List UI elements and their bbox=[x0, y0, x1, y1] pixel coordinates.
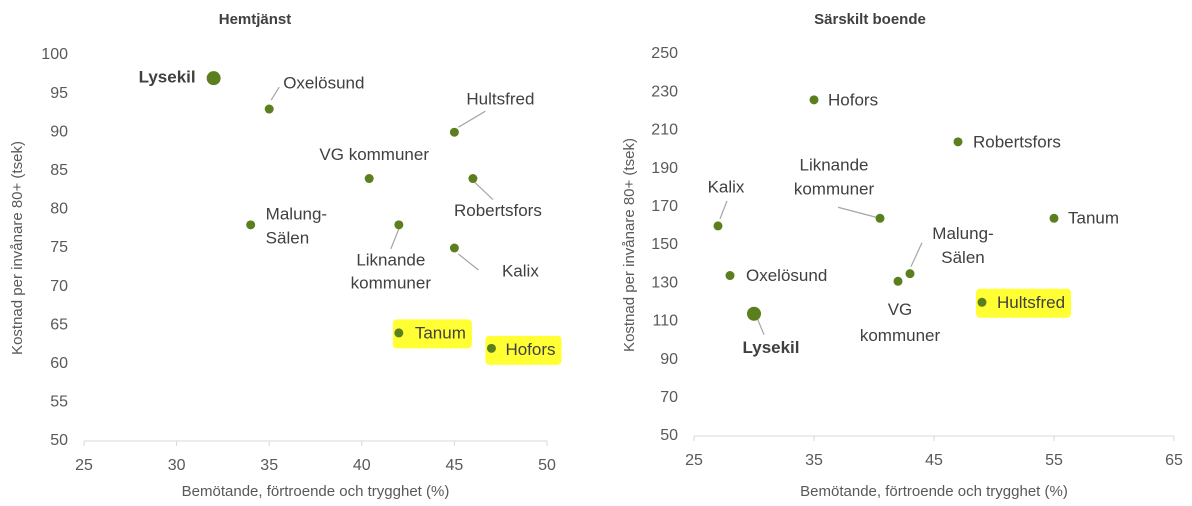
leader-line bbox=[270, 86, 280, 101]
x-axis-label: Bemötande, förtroende och trygghet (%) bbox=[800, 483, 1068, 500]
y-tick-label: 110 bbox=[652, 313, 678, 330]
x-axis-label: Bemötande, förtroende och trygghet (%) bbox=[182, 483, 450, 500]
data-point bbox=[394, 220, 404, 230]
point-label: kommuner bbox=[351, 273, 432, 292]
x-tick-label: 25 bbox=[685, 452, 703, 469]
point-label: VG kommuner bbox=[319, 145, 429, 164]
y-tick-label: 50 bbox=[50, 432, 68, 449]
x-tick-label: 65 bbox=[1165, 452, 1183, 469]
leader-line bbox=[390, 228, 400, 250]
leader-line bbox=[458, 253, 479, 271]
data-point bbox=[264, 104, 274, 114]
scatter-chart: Hemtjänst Bemötande, förtroende och trygg… bbox=[9, 11, 562, 500]
data-point bbox=[809, 95, 819, 105]
y-tick-label: 170 bbox=[651, 198, 678, 215]
y-tick-label: 100 bbox=[41, 46, 68, 63]
point-label: Kalix bbox=[708, 177, 745, 196]
point-label: Hofors bbox=[828, 90, 878, 109]
y-tick-label: 250 bbox=[651, 45, 678, 62]
point-label: Lysekil bbox=[742, 338, 799, 357]
point-label: Sälen bbox=[941, 248, 984, 267]
highlight bbox=[976, 288, 1072, 318]
data-point bbox=[725, 271, 735, 281]
data-point bbox=[1049, 213, 1059, 223]
point-label: Hofors bbox=[505, 340, 555, 359]
y-tick-label: 150 bbox=[651, 236, 678, 253]
x-tick-label: 30 bbox=[168, 457, 186, 474]
point-label: Kalix bbox=[502, 261, 539, 280]
data-point bbox=[246, 220, 256, 230]
chart-title: Hemtjänst bbox=[219, 11, 292, 28]
data-point bbox=[394, 328, 404, 338]
y-tick-label: 70 bbox=[50, 278, 68, 295]
y-tick-label: 50 bbox=[660, 427, 678, 444]
point-label: Hultsfred bbox=[466, 90, 534, 109]
x-tick-label: 45 bbox=[925, 452, 943, 469]
point-label: Liknande bbox=[356, 250, 425, 269]
data-point bbox=[905, 269, 915, 279]
point-label: kommuner bbox=[860, 326, 941, 345]
point-label: Oxelösund bbox=[746, 266, 827, 285]
x-tick-label: 35 bbox=[260, 457, 278, 474]
x-tick-label: 35 bbox=[805, 452, 823, 469]
y-tick-label: 90 bbox=[50, 123, 68, 140]
data-point bbox=[364, 174, 374, 184]
data-point bbox=[875, 213, 885, 223]
x-tick-label: 55 bbox=[1045, 452, 1063, 469]
y-tick-label: 130 bbox=[651, 274, 678, 291]
x-tick-label: 40 bbox=[353, 457, 371, 474]
leader-line bbox=[719, 200, 728, 220]
y-tick-label: 60 bbox=[50, 355, 68, 372]
data-point bbox=[206, 71, 221, 86]
point-label: Tanum bbox=[1068, 209, 1119, 228]
point-label: Sälen bbox=[266, 228, 309, 247]
data-point bbox=[486, 343, 496, 353]
y-tick-label: 90 bbox=[660, 351, 678, 368]
point-label: VG bbox=[888, 300, 913, 319]
y-tick-label: 65 bbox=[50, 316, 68, 333]
data-point bbox=[449, 127, 459, 137]
y-axis-label: Kostnad per invånare 80+ (tsek) bbox=[621, 138, 638, 352]
data-point bbox=[953, 137, 963, 147]
point-label: Lysekil bbox=[139, 68, 196, 87]
scatter-chart: Särskilt boende Bemötande, förtroende och… bbox=[621, 11, 1183, 500]
point-label: Liknande bbox=[799, 156, 868, 175]
point-label: Tanum bbox=[415, 323, 466, 342]
point-label: Malung- bbox=[932, 224, 993, 243]
y-tick-label: 80 bbox=[50, 201, 68, 218]
point-label: Hultsfred bbox=[997, 293, 1065, 312]
data-point bbox=[977, 297, 987, 307]
leader-line bbox=[458, 110, 486, 128]
highlight bbox=[485, 335, 562, 365]
data-point bbox=[468, 174, 478, 184]
y-axis-label: Kostnad per invånare 80+ (tsek) bbox=[9, 141, 26, 355]
point-label: kommuner bbox=[794, 180, 875, 199]
data-point bbox=[893, 276, 903, 286]
x-tick-label: 45 bbox=[446, 457, 464, 474]
leader-line bbox=[474, 182, 494, 200]
x-tick-label: 25 bbox=[75, 457, 93, 474]
y-tick-label: 85 bbox=[50, 162, 68, 179]
data-point bbox=[449, 243, 459, 253]
leader-line bbox=[910, 242, 923, 267]
data-point bbox=[713, 221, 723, 231]
leader-line bbox=[837, 206, 877, 218]
data-point bbox=[747, 306, 761, 321]
y-tick-label: 70 bbox=[660, 389, 678, 406]
y-tick-label: 55 bbox=[50, 394, 68, 411]
leader-line bbox=[756, 317, 765, 335]
point-label: Malung- bbox=[266, 204, 327, 223]
y-tick-label: 75 bbox=[50, 239, 68, 256]
y-tick-label: 190 bbox=[651, 160, 678, 177]
point-label: Robertsfors bbox=[973, 132, 1061, 151]
point-label: Robertsfors bbox=[454, 201, 542, 220]
chart-title: Särskilt boende bbox=[814, 11, 926, 28]
y-tick-label: 95 bbox=[50, 85, 68, 102]
y-tick-label: 230 bbox=[651, 83, 678, 100]
point-label: Oxelösund bbox=[283, 74, 364, 93]
x-tick-label: 50 bbox=[538, 457, 556, 474]
highlight bbox=[392, 319, 472, 349]
y-tick-label: 210 bbox=[651, 122, 678, 139]
